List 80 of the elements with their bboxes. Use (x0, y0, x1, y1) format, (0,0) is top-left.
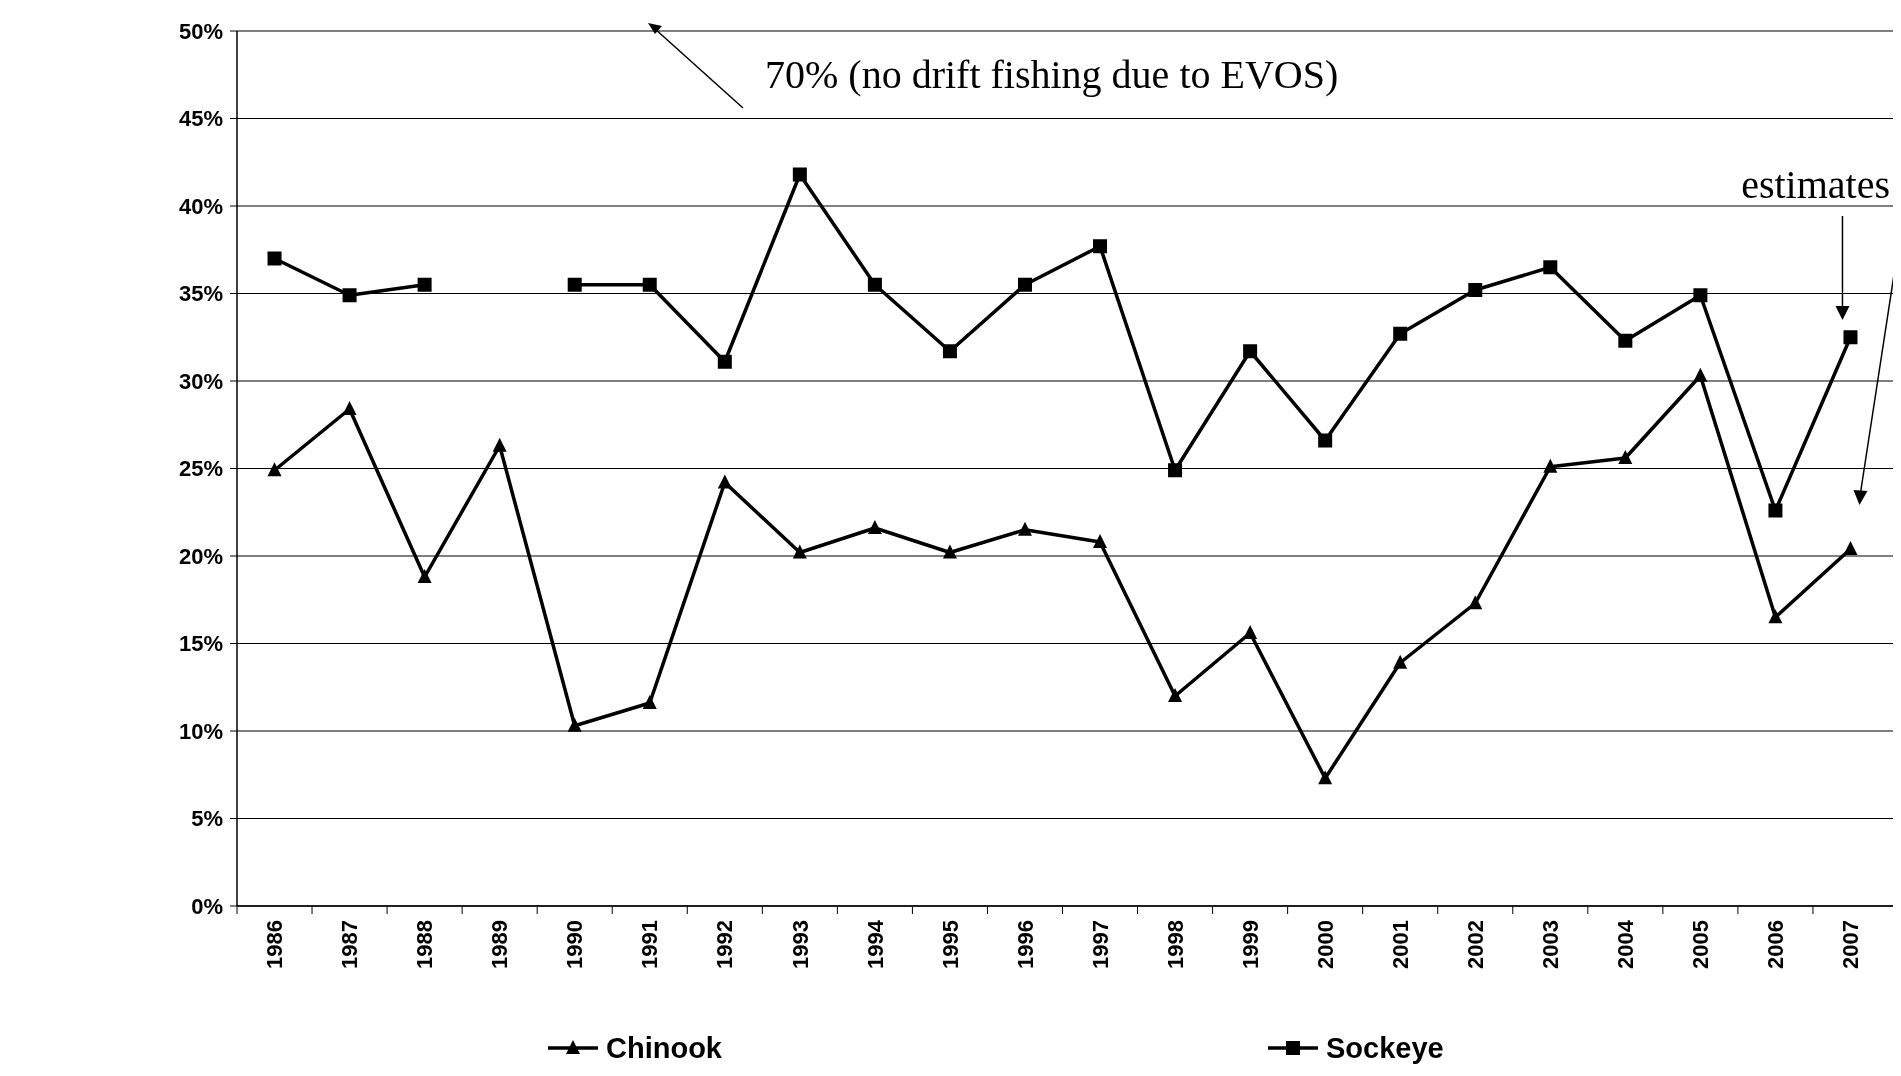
point (942, 344, 957, 359)
point (1017, 521, 1032, 536)
x-tick-label: 1988 (412, 920, 438, 969)
x-tick-label: 1998 (1162, 920, 1188, 969)
point (717, 354, 732, 369)
y-tick-label: 30% (178, 368, 223, 394)
point (1393, 326, 1408, 341)
point (492, 437, 507, 452)
point (1618, 333, 1633, 348)
point (1468, 595, 1483, 610)
point (1768, 609, 1783, 624)
annotation: 70% (no drift fishing due to EVOS) (765, 52, 1339, 97)
point (1093, 534, 1108, 548)
x-tick-label: 1996 (1012, 920, 1038, 969)
x-tick-label: 2000 (1312, 920, 1338, 969)
point (1468, 283, 1483, 297)
point (1768, 503, 1783, 518)
point (567, 717, 582, 732)
x-tick-label: 1991 (637, 920, 663, 969)
point (792, 544, 807, 559)
x-tick-label: 2003 (1538, 920, 1563, 969)
point (1693, 288, 1708, 303)
x-tick-label: 2004 (1613, 919, 1639, 969)
x-tick-label: 1997 (1087, 920, 1113, 969)
point (1318, 433, 1333, 448)
y-tick-label: 10% (178, 718, 223, 744)
point (642, 695, 657, 709)
point (1243, 344, 1258, 359)
x-tick-label: 1990 (562, 920, 588, 969)
point (1543, 458, 1558, 473)
y-tick-label: 5% (191, 806, 223, 832)
point (267, 251, 282, 266)
point (1318, 770, 1333, 785)
point (642, 277, 657, 292)
x-tick-label: 1995 (937, 920, 963, 969)
point (417, 277, 432, 292)
x-tick-label: 1993 (787, 920, 813, 969)
point (342, 288, 357, 303)
y-tick-label: 40% (178, 193, 223, 219)
y-tick-label: 15% (178, 631, 223, 657)
y-tick-label: 20% (178, 543, 223, 569)
annotation: estimates (1741, 162, 1890, 207)
point (867, 277, 882, 292)
x-tick-label: 2005 (1688, 920, 1714, 969)
legend-label: Chinook (606, 1032, 723, 1065)
point (342, 401, 357, 415)
point (1843, 541, 1858, 555)
point (717, 474, 732, 489)
point (942, 544, 957, 559)
point (1243, 625, 1258, 639)
x-tick-label: 1989 (487, 920, 513, 969)
point (1017, 277, 1032, 292)
x-tick-label: 1999 (1237, 920, 1263, 969)
x-tick-label: 2007 (1838, 920, 1864, 969)
point (792, 167, 807, 182)
x-tick-label: 1987 (337, 920, 363, 969)
y-tick-label: 0% (191, 893, 223, 919)
x-tick-label: 2001 (1387, 920, 1413, 969)
y-tick-label: 50% (178, 18, 223, 44)
y-tick-label: 25% (178, 456, 223, 482)
y-tick-label: 45% (178, 106, 223, 132)
point (867, 520, 882, 534)
point (1168, 463, 1183, 478)
point (1168, 688, 1183, 702)
point (1393, 654, 1408, 669)
point (1843, 330, 1858, 345)
legend-label: Sockeye (1326, 1032, 1444, 1065)
x-tick-label: 2006 (1763, 920, 1789, 969)
x-tick-label: 1992 (712, 920, 738, 969)
x-tick-label: 1986 (262, 920, 288, 969)
point (1618, 450, 1633, 464)
x-tick-label: 1994 (862, 919, 888, 969)
point (567, 277, 582, 292)
point (267, 462, 282, 477)
y-tick-label: 35% (178, 281, 223, 307)
point (1543, 260, 1558, 275)
point (417, 569, 432, 583)
x-tick-label: 2002 (1462, 920, 1488, 969)
point (1093, 239, 1108, 254)
point (1693, 367, 1708, 382)
